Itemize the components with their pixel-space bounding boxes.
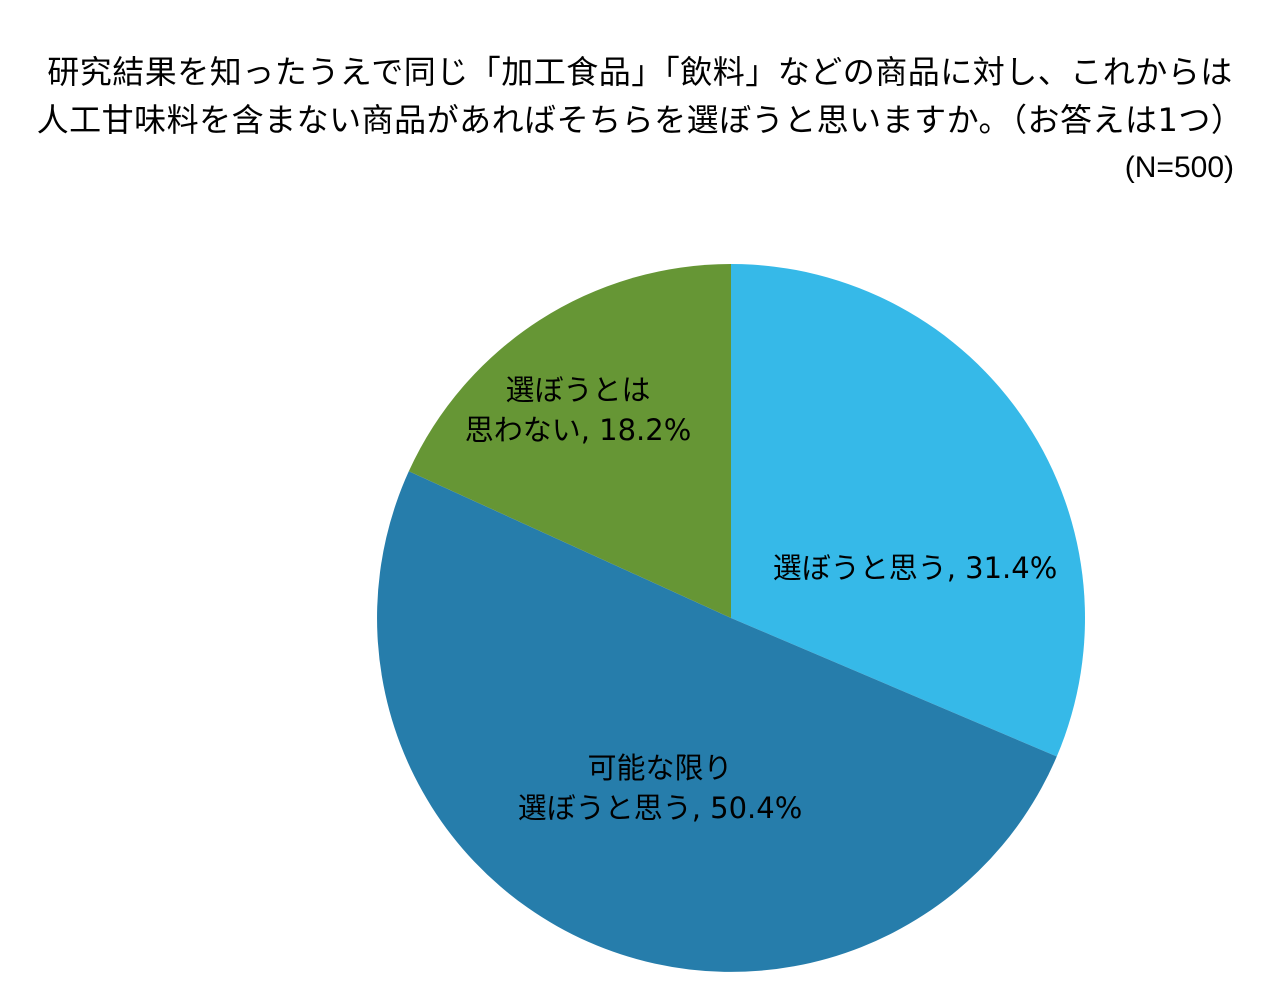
slice-label-1-line-0: 可能な限り bbox=[587, 751, 732, 785]
slice-label-2-line-1: 思わない, 18.2% bbox=[465, 413, 692, 447]
chart-title-line-1: 研究結果を知ったうえで同じ「加工食品」「飲料」などの商品に対し、これからは bbox=[47, 53, 1233, 91]
sample-size-label: (N=500) bbox=[1124, 151, 1234, 184]
slice-label-1-line-1: 選ぼうと思う, 50.4% bbox=[518, 791, 803, 825]
slice-label-2-line-0: 選ぼうとは bbox=[505, 373, 650, 407]
pie-slice-1 bbox=[377, 471, 1057, 972]
pie-slice-0 bbox=[731, 264, 1085, 757]
pie-slice-2 bbox=[408, 264, 731, 618]
slice-label-0-line-0: 選ぼうと思う, 31.4% bbox=[773, 551, 1058, 585]
chart-title-line-2: 人工甘味料を含まない商品があればそちらを選ぼうと思いますか。（お答えは1つ） bbox=[36, 101, 1244, 139]
